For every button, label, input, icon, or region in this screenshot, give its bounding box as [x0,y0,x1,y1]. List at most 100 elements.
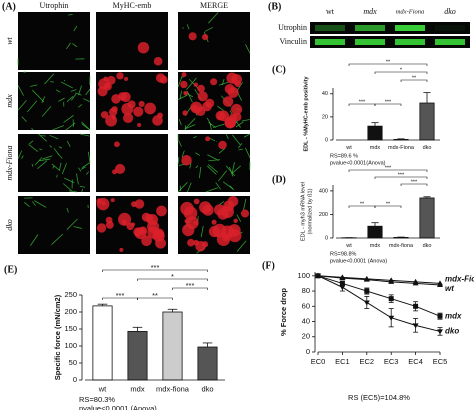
fiber-blob [195,106,206,117]
fiber-edge [21,155,24,159]
fiber-edge [51,163,60,171]
significance-label: *** [186,281,195,290]
panel-label: (D) [272,174,286,185]
row-label: mdx-Fiona [5,145,14,180]
band-label: Vinculin [279,37,307,46]
fiber-edge [66,42,71,50]
significance-label: ** [386,201,391,207]
fiber-edge [235,121,244,128]
significance-bracket [374,103,402,106]
micrograph [17,12,90,70]
fiber-blob [205,98,215,108]
x-tick-label: wt [98,384,107,393]
fiber-edge [57,153,63,159]
panel-label: (B) [268,1,281,12]
fiber-edge [31,163,34,167]
fiber-edge [186,24,190,30]
significance-bracket [137,278,208,281]
y-tick-label: 0 [325,137,328,143]
fiber-blob [188,32,197,41]
significance-label: ** [386,59,391,65]
image-bg [178,12,250,70]
image-bg [18,72,90,130]
y-tick-label: 150 [64,324,77,333]
fiber-blob [137,42,150,54]
fiber-blob [233,218,238,224]
significance-label: *** [411,179,418,185]
fiber-edge [193,135,197,139]
significance-bracket [400,183,428,186]
fiber-edge [72,43,78,48]
micrograph [96,134,168,192]
fiber-blob [182,110,188,116]
y-tick-label: 50 [69,358,77,367]
fiber-blob [124,76,129,81]
note: pvalue<0.0001(Anova) [330,160,386,166]
significance-label: * [171,272,174,281]
fiber-edge [245,44,251,54]
blot-band [355,39,385,45]
blot-band [435,39,465,45]
bar [127,330,148,381]
fiber-edge [236,240,247,252]
series-label: dko [445,327,459,336]
fiber-edge [41,96,46,103]
image-bg [18,134,90,192]
x-tick-label: wt [345,145,352,151]
fiber-edge [237,143,243,149]
y-tick-label: 40 [302,317,310,326]
fiber-edge [66,207,69,213]
series-line [317,275,441,286]
fiber-edge [39,158,51,162]
fiber-blob [156,205,167,217]
column-header: MERGE [200,1,228,10]
fiber-blob [153,56,163,66]
fiber-edge [30,84,38,87]
fiber-edge [81,188,84,193]
fiber-edge [200,225,204,238]
significance-bracket [102,269,208,272]
marker [339,285,346,291]
fiber-edge [195,165,199,169]
fiber-blob [127,100,136,109]
column-header: MyHC-emb [113,1,152,10]
fiber-edge [204,27,214,32]
significance-bracket [400,79,428,82]
band-label: Utrophin [278,23,307,32]
y-tick-label: 200 [319,212,328,218]
y-tick-label: 100 [64,341,77,350]
y-tick-label: 400 [319,188,328,194]
significance-bracket [172,287,208,290]
fiber-edge [186,77,197,91]
fiber-edge [186,182,192,193]
marker [413,303,419,309]
micrograph [178,12,251,70]
fiber-edge [42,155,53,160]
fiber-edge [218,147,226,154]
fiber-edge [58,162,62,171]
significance-label: *** [398,172,405,178]
fiber-blob [118,92,127,101]
micrograph [96,72,168,130]
fiber-edge [39,148,43,151]
fiber-blob [218,140,227,150]
fiber-edge [207,164,218,173]
fiber-blob [111,106,118,113]
row-label: dko [5,219,14,231]
fiber-edge [51,233,64,245]
fiber-edge [73,25,78,32]
fiber-edge [38,133,47,142]
fiber-edge [17,150,23,159]
marker [363,276,370,282]
fiber-blob [193,198,200,205]
fiber-blob [105,220,114,229]
fiber-edge [66,96,74,103]
fiber-edge [28,144,38,152]
marker [363,300,370,306]
lane-label: wt [326,7,335,16]
bar [197,346,218,381]
series-line [317,275,441,284]
lane-label: mdx [363,7,377,16]
note: RS=98.8% [330,251,357,257]
